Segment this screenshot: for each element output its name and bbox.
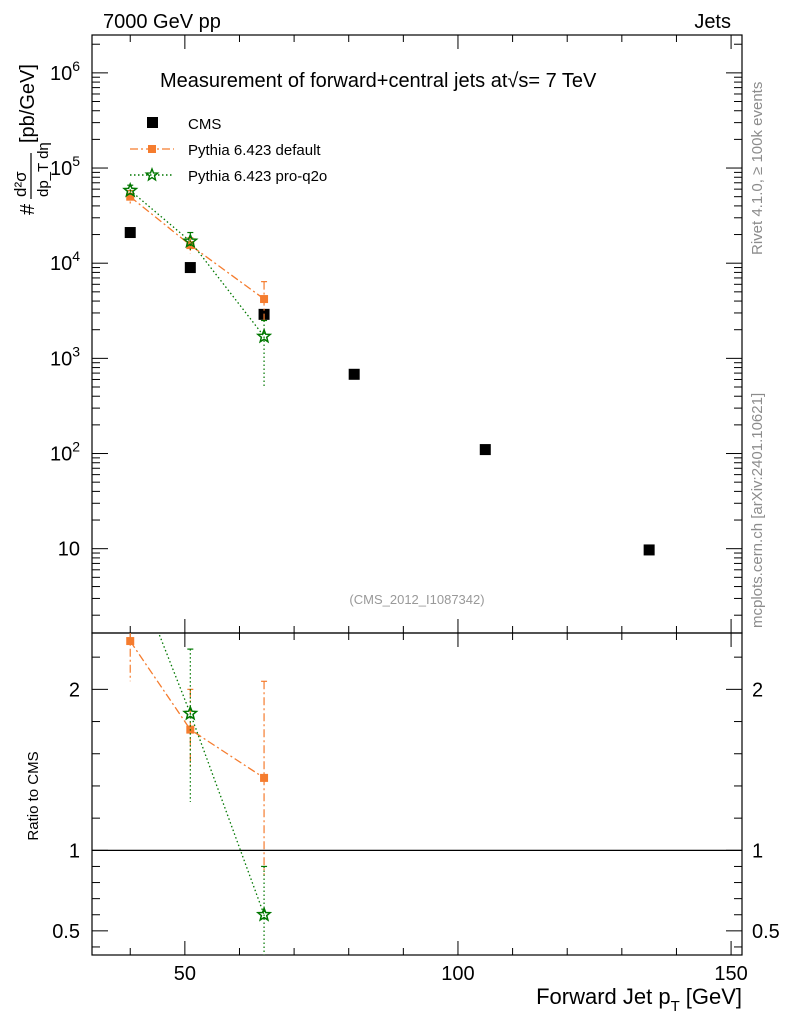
legend-marker-cms <box>147 117 158 128</box>
axis-ticks <box>92 35 742 955</box>
y-label-unit: [pb/GeV] <box>17 64 39 143</box>
y-axis-label-ratio: Ratio to CMS <box>25 751 42 840</box>
analysis-id: (CMS_2012_I1087342) <box>349 592 484 607</box>
y-tick-label-main: 105 <box>50 153 80 180</box>
y-axis-label-main: # d²σ dp_T dη [pb/GeV] <box>11 64 52 215</box>
side-mcplots: mcplots.cern.ch [arXiv:2401.10621] <box>749 393 766 628</box>
cms-point <box>348 368 360 380</box>
proq2o-point-ratio <box>255 906 273 922</box>
y-tick-label-main: 103 <box>50 343 80 370</box>
legend-label-default: Pythia 6.423 default <box>188 142 321 159</box>
tick-labels: 50 100 150 10 102 103 104 105 106 0.5 0.5 1 1 2 2 <box>50 58 780 985</box>
proq2o-line-main <box>129 190 265 337</box>
default-line-ratio <box>129 640 265 779</box>
y-label-denominator: dp_T dη <box>35 142 52 197</box>
default-line-main <box>129 196 265 300</box>
default-point-main <box>260 295 269 304</box>
default-point-ratio <box>126 637 135 646</box>
y-tick-label-main: 106 <box>50 58 80 85</box>
cms-point <box>643 544 655 556</box>
y-label-hash: # <box>17 203 39 215</box>
header-right: Jets <box>694 11 731 33</box>
y-tick-label-ratio-right: 0.5 <box>752 921 780 943</box>
y-tick-label-ratio-left: 0.5 <box>52 921 80 943</box>
x-axis-label: Forward Jet pT [GeV] <box>536 984 742 1015</box>
y-tick-label-main: 102 <box>50 439 80 466</box>
proq2o-point-main <box>255 327 273 344</box>
header-left: 7000 GeV pp <box>103 11 221 33</box>
y-tick-label-ratio-right: 1 <box>752 840 763 862</box>
ratio-frame <box>91 632 743 956</box>
y-tick-label-main: 104 <box>50 248 80 275</box>
y-tick-label-ratio-right: 2 <box>752 679 763 701</box>
proq2o-point-main <box>182 232 199 249</box>
chart-title: Measurement of forward+central jets at√s… <box>160 70 597 92</box>
cms-point <box>184 262 196 274</box>
legend-star-shape <box>144 167 160 182</box>
legend-marker-proq2o <box>144 167 160 182</box>
x-tick-label: 100 <box>441 963 474 985</box>
default-point-ratio <box>260 773 269 782</box>
proq2o-line-ratio <box>157 633 265 916</box>
x-tick-label: 150 <box>714 963 747 985</box>
y-tick-label-ratio-left: 2 <box>69 679 80 701</box>
legend-marker-default <box>148 145 156 153</box>
proq2o-point-ratio <box>182 704 199 721</box>
legend-label-cms: CMS <box>188 116 221 133</box>
x-tick-label: 50 <box>174 963 196 985</box>
cms-point <box>124 227 136 239</box>
main-plot-data <box>122 181 655 556</box>
y-tick-label-main: 10 <box>58 539 80 561</box>
proq2o-point-ratio <box>124 554 136 566</box>
side-rivet: Rivet 4.1.0, ≥ 100k events <box>749 82 766 255</box>
proq2o-point-main <box>122 181 139 198</box>
legend-label-proq2o: Pythia 6.423 pro-q2o <box>188 168 327 185</box>
y-label-numerator: d²σ <box>11 171 30 197</box>
y-tick-label-ratio-left: 1 <box>69 840 80 862</box>
ratio-plot-data <box>92 554 742 955</box>
default-point-main <box>126 192 135 201</box>
cms-point <box>479 444 491 456</box>
legend: CMS Pythia 6.423 default Pythia 6.423 pr… <box>130 116 327 185</box>
